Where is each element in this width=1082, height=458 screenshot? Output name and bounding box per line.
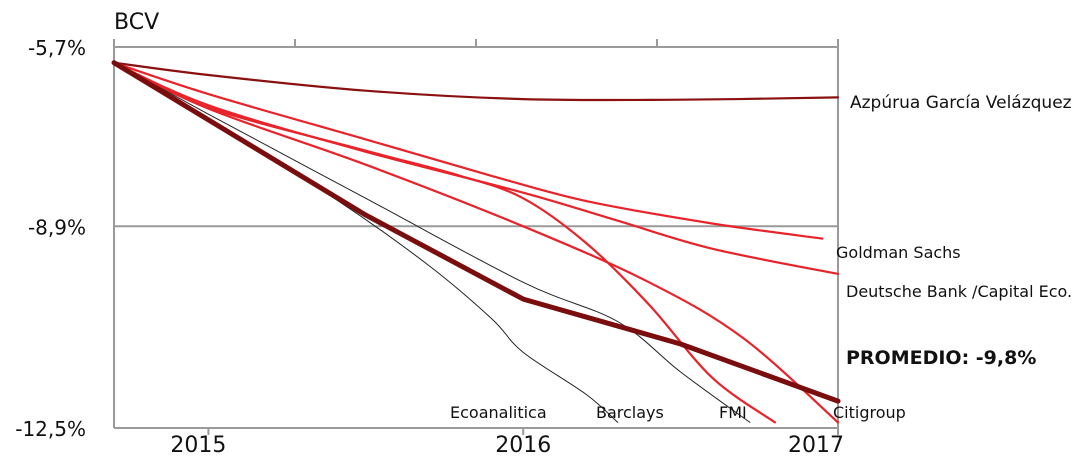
series-label: Barclays <box>596 403 664 422</box>
series-line-fmi <box>112 61 777 424</box>
y-axis-labels: -5,7% -8,9% -12,5% <box>15 36 86 441</box>
series-line-deutsche-bank-capital-eco- <box>112 61 840 275</box>
series-lines <box>111 60 841 424</box>
series-line-azp-rua-garc-a-vel-zquez <box>112 61 840 102</box>
series-label: Citigroup <box>833 403 906 422</box>
series-line-goldman-sachs <box>112 61 824 240</box>
y-tick-label: -5,7% <box>28 36 86 60</box>
series-line-promedio-9-8- <box>111 60 841 404</box>
x-tick-label: 2017 <box>788 433 844 458</box>
series-line-barclays <box>113 62 751 423</box>
y-tick-label: -12,5% <box>15 417 86 441</box>
series-label: Deutsche Bank /Capital Eco. <box>846 282 1072 301</box>
chart-title: BCV <box>114 10 159 35</box>
y-tick-label: -8,9% <box>28 215 86 239</box>
series-label: Goldman Sachs <box>836 243 961 262</box>
series-label: Ecoanalitica <box>450 403 547 422</box>
series-label: PROMEDIO: -9,8% <box>846 347 1036 369</box>
series-line-ecoanalitica <box>113 62 619 423</box>
axis-ticks <box>113 39 839 435</box>
x-tick-label: 2015 <box>170 433 226 458</box>
series-line-citigroup <box>112 61 840 424</box>
x-axis-labels: 2015 2016 2017 <box>170 433 844 458</box>
series-label: Azpúrua García Velázquez <box>850 93 1072 113</box>
series-labels: Azpúrua García Velázquez Goldman Sachs Deu… <box>450 93 1072 422</box>
x-tick-label: 2016 <box>495 433 551 458</box>
series-label: FMI <box>719 403 747 422</box>
